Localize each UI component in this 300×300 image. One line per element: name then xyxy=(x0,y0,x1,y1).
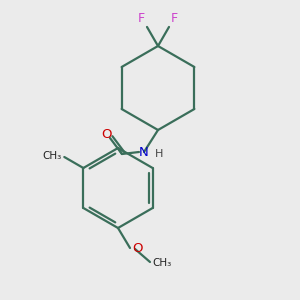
Text: O: O xyxy=(101,128,111,142)
Text: F: F xyxy=(171,12,178,25)
Text: CH₃: CH₃ xyxy=(152,258,171,268)
Text: CH₃: CH₃ xyxy=(42,151,61,161)
Text: H: H xyxy=(155,149,164,159)
Text: O: O xyxy=(132,242,142,254)
Text: N: N xyxy=(139,146,149,158)
Text: F: F xyxy=(138,12,145,25)
